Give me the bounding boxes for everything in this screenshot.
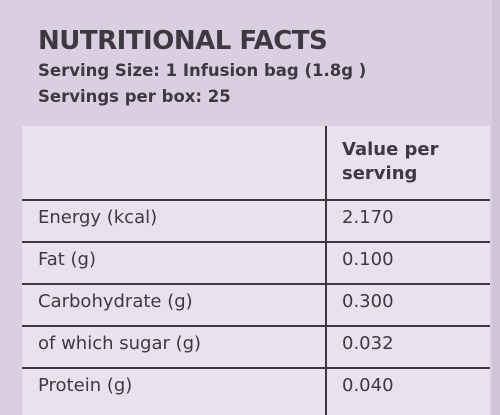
table-row-protein: Protein (g) 0.040 [22,367,490,403]
nutrition-table: Value per serving Energy (kcal) 2.170 Fa… [22,126,490,415]
package-edge [492,0,500,415]
row-value: 2.170 [342,207,394,228]
table-row-energy: Energy (kcal) 2.170 [22,199,490,235]
table-row-sugar: of which sugar (g) 0.032 [22,325,490,361]
row-value: 0.032 [342,333,394,354]
row-label: Carbohydrate (g) [38,291,193,312]
servings-per-box: Servings per box: 25 [38,87,231,106]
row-label: Fat (g) [38,249,96,270]
row-label: Energy (kcal) [38,207,158,228]
table-row-carbohydrate: Carbohydrate (g) 0.300 [22,283,490,319]
value-column-header-line1: Value per [342,139,439,160]
value-column-header-line2: serving [342,163,418,184]
serving-size: Serving Size: 1 Infusion bag (1.8g ) [38,61,367,80]
column-divider [325,126,327,415]
row-value: 0.300 [342,291,394,312]
value-column-header: Value per serving [342,138,439,186]
row-label: of which sugar (g) [38,333,202,354]
row-value: 0.100 [342,249,394,270]
row-label: Protein (g) [38,375,133,396]
table-row-fat: Fat (g) 0.100 [22,241,490,277]
row-value: 0.040 [342,375,394,396]
nutrition-title: NUTRITIONAL FACTS [38,26,328,56]
